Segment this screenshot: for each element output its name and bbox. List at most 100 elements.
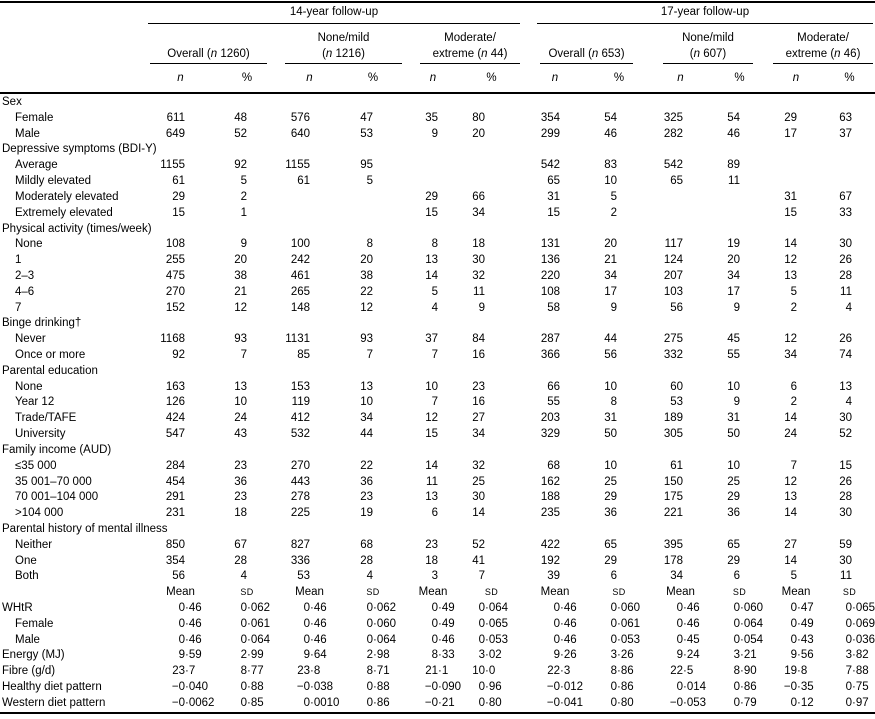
cell-fraction-part: ·065 — [485, 617, 509, 630]
cell-integer-part: 0 — [366, 633, 373, 646]
table-cell: 15 — [145, 206, 216, 222]
table-cell: 424 — [145, 411, 216, 427]
table-cell: 119 — [278, 395, 341, 411]
cell-fraction-part — [797, 411, 824, 427]
table-cell: 7 — [768, 459, 824, 475]
cell-integer-part: 36 — [604, 507, 617, 520]
cell-integer-part: 53 — [360, 127, 373, 140]
cell-fraction-part — [560, 285, 588, 301]
cell-fraction-part — [797, 206, 824, 222]
table-cell: 15 — [405, 427, 461, 443]
value-header-cell: % — [241, 72, 253, 84]
cell-fraction-part: ·061 — [617, 617, 641, 630]
cell-integer-part: 0 — [610, 633, 617, 646]
table-cell: 0·054 — [711, 633, 768, 649]
cell-integer-part: 10 — [425, 380, 438, 393]
cell-integer-part: 0 — [733, 633, 740, 646]
cell-integer-part: 41 — [472, 554, 485, 567]
table-cell: 270 — [145, 285, 216, 301]
table-cell: 33 — [824, 206, 875, 222]
cell-fraction-part — [683, 459, 711, 475]
cell-fraction-part — [560, 380, 588, 396]
row-label: 7 — [15, 301, 22, 314]
cell-integer-part: 34 — [670, 570, 683, 583]
cell-integer-part: 0 — [790, 602, 797, 614]
table-cell: 242 — [278, 253, 341, 269]
cell-fraction-part — [560, 348, 588, 364]
cell-integer-part: 10 — [604, 459, 617, 472]
cell-integer-part: 231 — [165, 507, 185, 520]
row-label: One — [15, 554, 37, 567]
cell-integer-part — [461, 158, 485, 174]
cell-integer-part: 13 — [360, 380, 373, 393]
table-cell: 36 — [588, 506, 650, 522]
table-cell: 84 — [461, 332, 522, 348]
cell-integer-part: 18 — [425, 554, 438, 567]
cell-fraction-part — [617, 380, 650, 396]
table-cell: 231 — [145, 506, 216, 522]
value-header-cell: % — [734, 72, 745, 84]
table-row: Trade/TAFE 424 24 412 34 12 27 203 31 189 31 14 30 — [0, 411, 875, 427]
cell-integer-part: 9 — [733, 301, 740, 314]
table-cell: 29 — [711, 490, 768, 506]
table-cell: 65 — [588, 538, 650, 554]
table-cell: 163 — [145, 380, 216, 396]
table-cell: 10 — [405, 380, 461, 396]
cell-integer-part: 14 — [784, 238, 797, 251]
cell-integer-part: 38 — [360, 269, 373, 282]
bottom-rule — [0, 712, 875, 714]
cell-integer-part: 412 — [290, 412, 310, 425]
row-label: 35 001–70 000 — [15, 475, 92, 488]
table-cell: 44 — [341, 427, 405, 443]
cell-integer-part: 74 — [839, 349, 852, 361]
cell-integer-part: 50 — [604, 428, 617, 441]
cell-integer-part — [461, 174, 485, 190]
cell-fraction-part — [438, 332, 461, 348]
cell-integer-part: 275 — [663, 333, 683, 346]
cell-integer-part: 0 — [676, 633, 683, 646]
table-cell: 9·59 — [145, 648, 216, 664]
table-cell: 53 — [650, 395, 711, 411]
column-group-label: 14-year follow-up — [289, 6, 379, 18]
table-cell: 108 — [522, 285, 588, 301]
cell-fraction-part — [683, 569, 711, 585]
cell-integer-part: 2 — [790, 301, 797, 314]
cell-integer-part: 9 — [553, 649, 560, 662]
table-cell: 12 — [768, 332, 824, 348]
table-row: Male 649 52 640 53 9 20 299 46 282 46 17 37 — [0, 127, 875, 143]
table-cell: 354 — [145, 554, 216, 570]
cell-fraction-part — [185, 237, 216, 253]
cell-integer-part: 0 — [610, 681, 617, 694]
section-label: Family income (AUD) — [2, 443, 112, 456]
row-label: Moderately elevated — [15, 190, 119, 203]
table-cell: 27 — [461, 411, 522, 427]
table-cell: −0·053 — [650, 696, 711, 712]
cell-integer-part: 14 — [784, 412, 797, 425]
cell-integer-part: 0 — [478, 602, 485, 614]
cell-integer-part: 34 — [472, 428, 485, 441]
cell-fraction-part — [852, 490, 875, 506]
cell-fraction-part: ·053 — [617, 633, 641, 646]
section-row: Depressive symptoms (BDI-Y) — [0, 142, 875, 158]
cell-fraction-part — [740, 427, 768, 443]
table-cell: 32 — [461, 459, 522, 475]
cell-fraction-part — [438, 190, 461, 206]
cell-integer-part: 0 — [733, 617, 740, 630]
cell-integer-part: −0 — [171, 681, 185, 694]
cell-fraction-part — [683, 538, 711, 554]
cell-integer-part: 29 — [604, 491, 617, 504]
table-cell: 0·49 — [768, 617, 824, 633]
cell-integer-part: 15 — [839, 459, 852, 472]
table-cell: 8·33 — [405, 648, 461, 664]
value-header-cell: % — [844, 72, 855, 84]
cell-integer-part: 117 — [664, 238, 683, 251]
table-cell: 65 — [650, 174, 711, 190]
cell-fraction-part — [247, 395, 278, 411]
cell-integer-part: 12 — [360, 301, 373, 314]
table-cell: 14 — [768, 506, 824, 522]
table-cell: −0·090 — [405, 680, 461, 696]
cell-fraction-part — [560, 127, 588, 143]
cell-integer-part — [650, 190, 683, 206]
cell-fraction-part — [185, 206, 216, 222]
cell-fraction-part — [560, 490, 588, 506]
